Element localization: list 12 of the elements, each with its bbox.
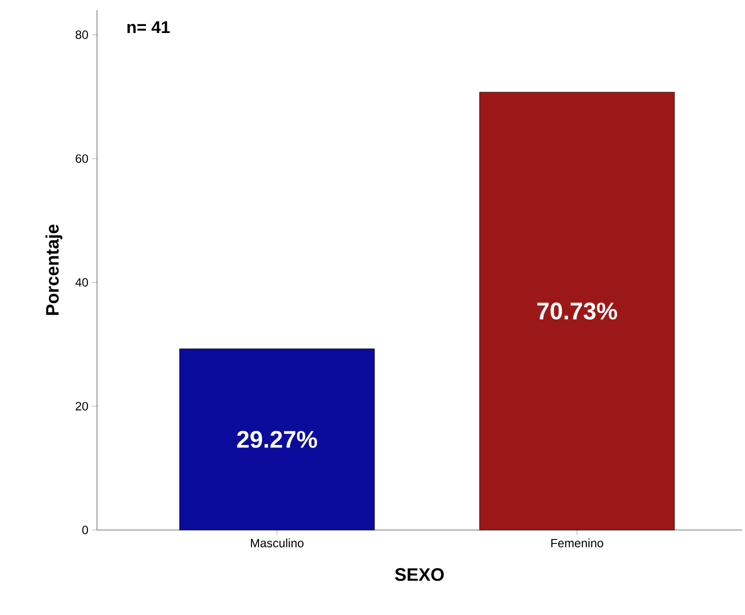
annotation: n= 41 [127,21,170,34]
y-axis-title: Porcentaje [46,224,62,315]
data-label: 29.27% [237,430,318,448]
y-tick-label: 0 [82,526,88,534]
y-tick-label: 20 [76,402,88,410]
y-tick-label: 80 [76,30,88,40]
x-tick-label: Masculino [250,538,304,548]
y-tick-label: 40 [75,278,88,287]
x-tick-label: Femenino [551,538,604,548]
y-tick-label: 60 [76,154,88,163]
x-axis-title: SEXO [395,568,444,581]
data-label: 70.73% [537,302,618,320]
